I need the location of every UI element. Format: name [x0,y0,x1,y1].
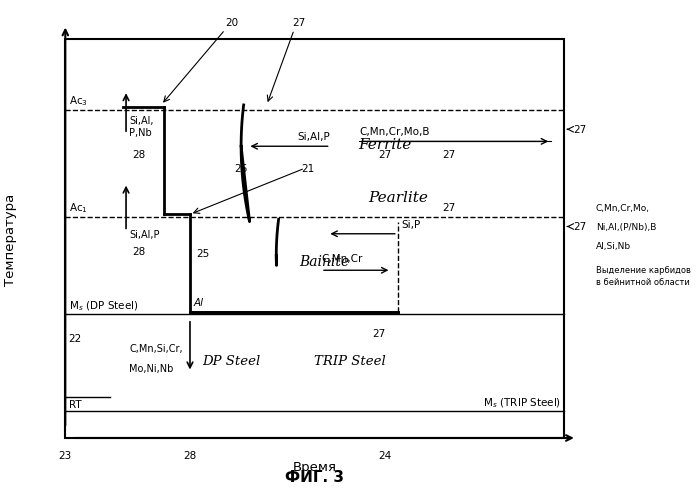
Text: M$_s$ (TRIP Steel): M$_s$ (TRIP Steel) [483,395,561,409]
Text: 28: 28 [132,246,145,256]
Text: Si,Al,P: Si,Al,P [129,229,160,240]
Text: C,Mn,Cr,Mo,: C,Mn,Cr,Mo, [596,203,650,212]
Text: 25: 25 [196,249,210,259]
Text: C,Mn,Cr: C,Mn,Cr [321,253,362,264]
Text: 28: 28 [132,149,145,159]
Text: 20: 20 [225,18,238,28]
Text: ФИГ. 3: ФИГ. 3 [285,469,344,484]
Text: M$_s$ (DP Steel): M$_s$ (DP Steel) [69,298,138,312]
Text: 27: 27 [574,125,586,135]
Text: Pearlite: Pearlite [368,191,428,205]
Text: Ac$_1$: Ac$_1$ [69,201,87,215]
Text: Ni,Al,(P/Nb),B: Ni,Al,(P/Nb),B [596,223,656,231]
Text: Al,Si,Nb: Al,Si,Nb [596,242,631,251]
Text: 27: 27 [378,149,391,159]
Text: Si,Al,
P,Nb: Si,Al, P,Nb [129,116,154,138]
Text: 27: 27 [442,149,456,159]
Text: 23: 23 [59,450,72,460]
Text: 22: 22 [69,334,82,344]
Text: 26: 26 [234,164,247,174]
Text: Температура: Температура [4,193,17,285]
Text: 24: 24 [378,450,391,460]
Text: 27: 27 [442,203,456,212]
Text: TRIP Steel: TRIP Steel [314,354,386,367]
Text: 27: 27 [292,18,305,28]
Text: C,Mn,Cr,Mo,B: C,Mn,Cr,Mo,B [359,126,430,136]
Text: Ac$_3$: Ac$_3$ [69,94,87,108]
Text: DP Steel: DP Steel [203,354,261,367]
Text: Bainite: Bainite [299,254,350,268]
Text: C,Mn,Si,Cr,: C,Mn,Si,Cr, [129,344,183,353]
Text: 27: 27 [574,222,586,232]
Bar [65,40,564,438]
Text: Si,P: Si,P [401,220,420,229]
Text: 27: 27 [372,329,385,339]
Text: Si,Al,P: Si,Al,P [298,132,331,142]
Text: 21: 21 [301,164,315,174]
Text: Ferrite: Ferrite [359,138,412,151]
Text: Al: Al [193,297,203,307]
Text: Mo,Ni,Nb: Mo,Ni,Nb [129,363,173,373]
Text: Время: Время [293,460,337,473]
Text: RT: RT [69,399,81,409]
Text: Выделение карбидов
в бейнитной области: Выделение карбидов в бейнитной области [596,265,691,286]
Text: 28: 28 [183,450,196,460]
